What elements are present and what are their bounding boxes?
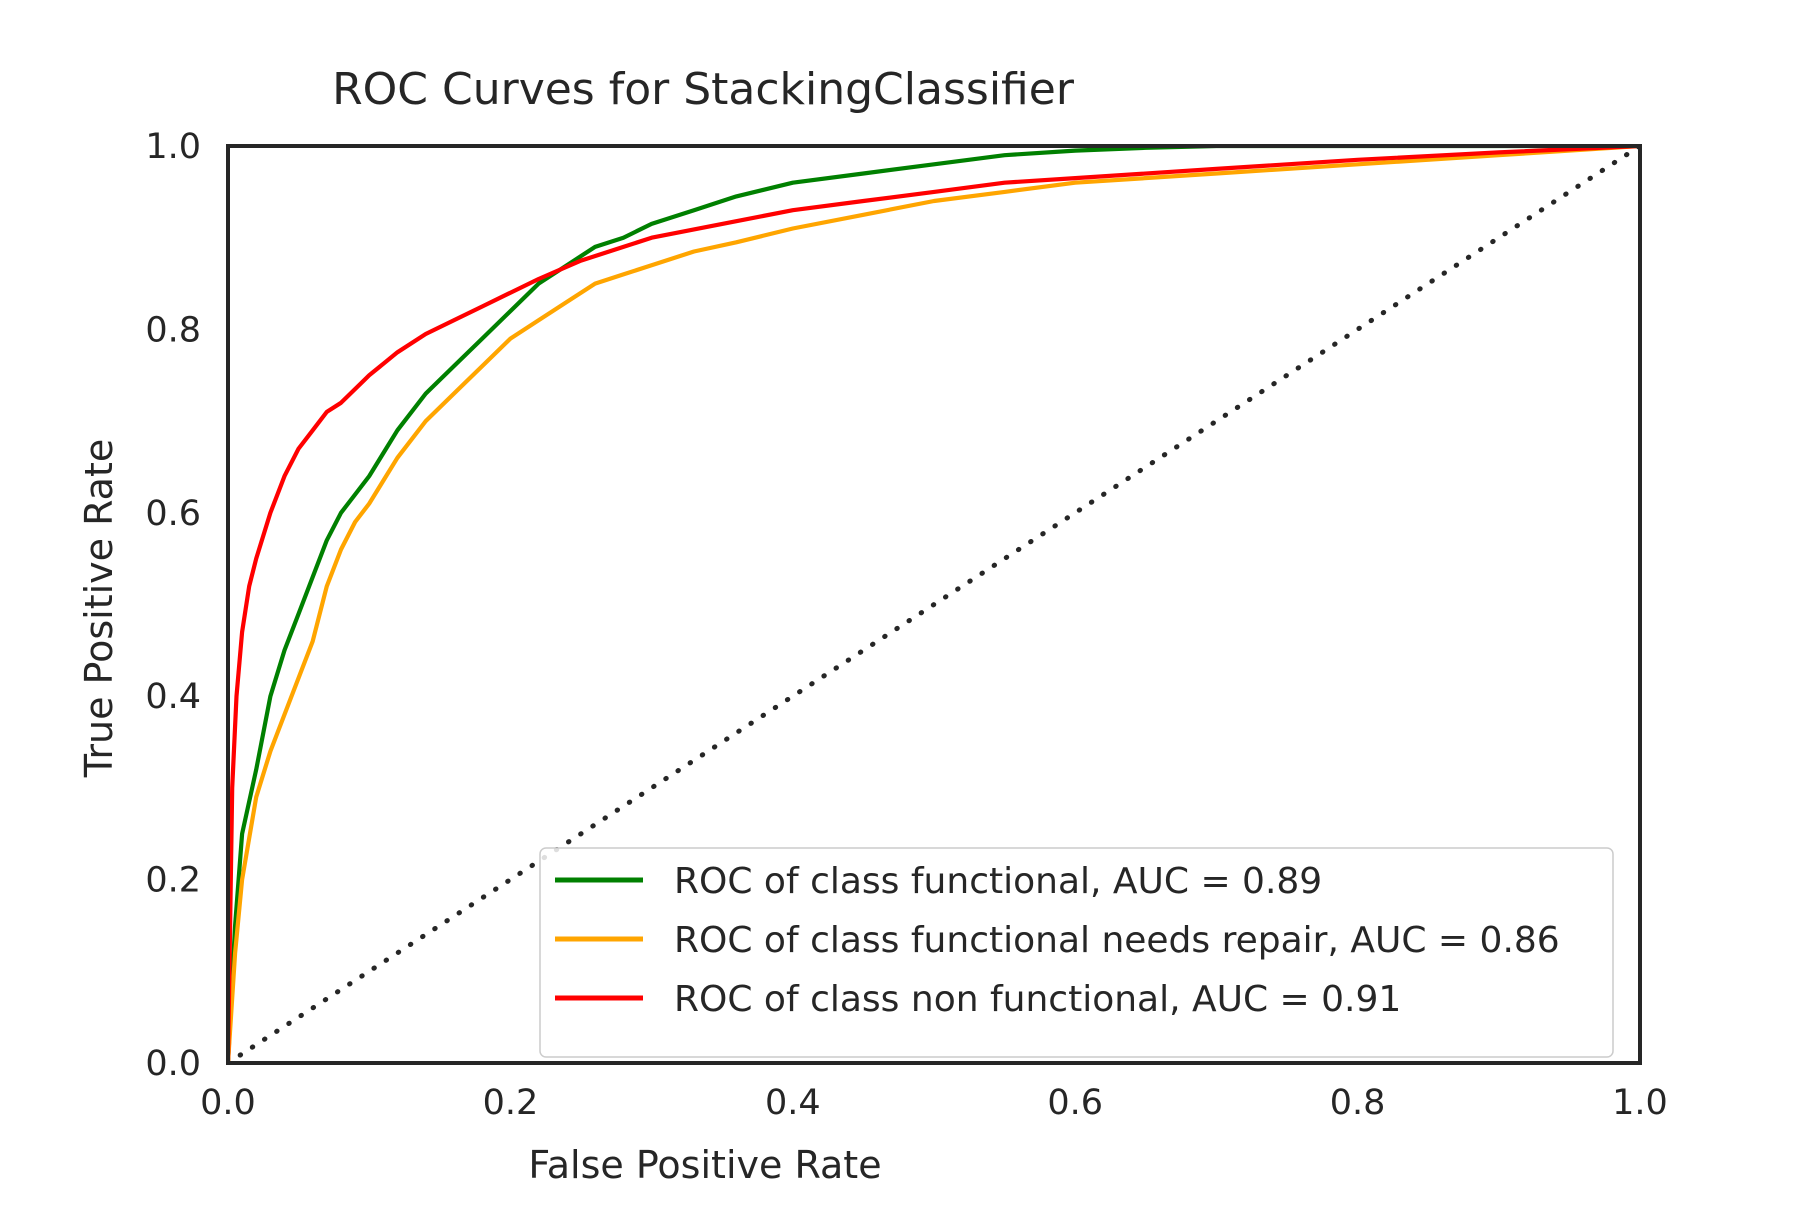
y-tick-label: 0.0: [145, 1044, 201, 1084]
plot-frame: [226, 144, 1642, 1065]
legend-entry: ROC of class functional, AUC = 0.89: [674, 861, 1322, 902]
x-tick-label: 0.6: [1047, 1083, 1103, 1123]
legend-box: [539, 847, 1614, 1058]
legend: ROC of class functional, AUC = 0.89 ROC o…: [539, 847, 1614, 1058]
axis-ticks: 0.0 0.2 0.4 0.6 0.8 1.0 0.0 0.2 0.4 0.6 0.8 1.0: [145, 127, 1668, 1123]
y-tick-label: 0.6: [145, 494, 201, 534]
x-tick-label: 1.0: [1612, 1083, 1668, 1123]
x-tick-label: 0.2: [483, 1083, 539, 1123]
y-tick-label: 0.4: [145, 677, 201, 717]
y-tick-label: 0.8: [145, 310, 201, 350]
x-tick-label: 0.0: [200, 1083, 256, 1123]
x-tick-label: 0.4: [765, 1083, 821, 1123]
y-tick-label: 0.2: [145, 861, 201, 901]
y-tick-label: 1.0: [145, 127, 201, 167]
chart-title: ROC Curves for StackingClassifier: [332, 64, 1075, 115]
x-axis-label: False Positive Rate: [528, 1143, 881, 1187]
plot-area: [226, 144, 1642, 1065]
series-line-0: [228, 146, 1640, 1063]
series-group: [228, 146, 1640, 1063]
x-tick-label: 0.8: [1330, 1083, 1386, 1123]
legend-entry: ROC of class non functional, AUC = 0.91: [674, 979, 1401, 1020]
legend-entry: ROC of class functional needs repair, AU…: [674, 920, 1560, 961]
y-axis-label: True Positive Rate: [77, 439, 121, 779]
series-line-1: [228, 146, 1640, 1063]
chance-diagonal-line: [228, 146, 1640, 1063]
series-line-2: [228, 146, 1640, 1063]
